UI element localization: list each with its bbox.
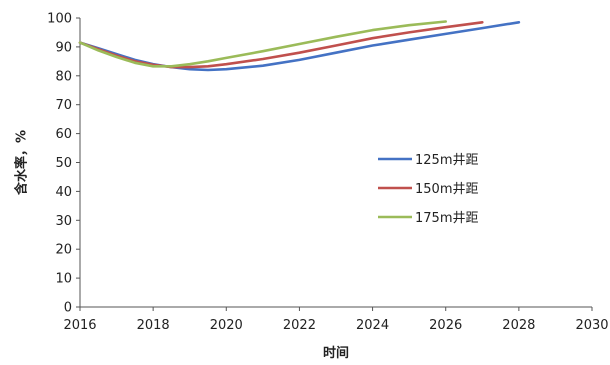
x-tick-group: 2016 2018 2020 2022 2024 2026 2028 2030 xyxy=(63,307,609,333)
x-tick-label: 2028 xyxy=(502,318,535,333)
y-tick-label: 30 xyxy=(55,214,72,229)
series-group xyxy=(78,20,521,72)
series-line-2 xyxy=(78,20,484,69)
legend-label-1: 125m井距 xyxy=(415,153,478,168)
legend-label-2: 150m井距 xyxy=(415,182,478,197)
legend: 125m井距 150m井距 175m井距 xyxy=(378,153,478,226)
y-tick-label: 20 xyxy=(55,243,72,258)
x-tick-label: 2022 xyxy=(283,318,316,333)
x-tick-label: 2026 xyxy=(429,318,462,333)
legend-label-3: 175m井距 xyxy=(415,211,478,226)
y-tick-label: 40 xyxy=(55,185,72,200)
y-axis-title: 含水率，% xyxy=(14,130,30,196)
series-line-1 xyxy=(78,20,521,72)
x-tick-label: 2030 xyxy=(575,318,608,333)
y-tick-label: 0 xyxy=(64,301,72,316)
series-line-3 xyxy=(78,20,448,68)
y-tick-label: 50 xyxy=(55,156,72,171)
y-tick-group: 0 10 20 30 40 50 60 70 80 90 100 xyxy=(47,12,80,316)
x-tick-label: 2016 xyxy=(63,318,96,333)
y-tick-label: 80 xyxy=(55,69,72,84)
y-tick-label: 60 xyxy=(55,127,72,142)
x-axis-title: 时间 xyxy=(323,345,349,361)
x-tick-label: 2018 xyxy=(137,318,170,333)
y-tick-label: 70 xyxy=(55,98,72,113)
x-tick-label: 2020 xyxy=(210,318,243,333)
y-tick-label: 100 xyxy=(47,12,72,27)
y-tick-label: 10 xyxy=(55,272,72,287)
y-tick-label: 90 xyxy=(55,40,72,55)
x-tick-label: 2024 xyxy=(356,318,389,333)
